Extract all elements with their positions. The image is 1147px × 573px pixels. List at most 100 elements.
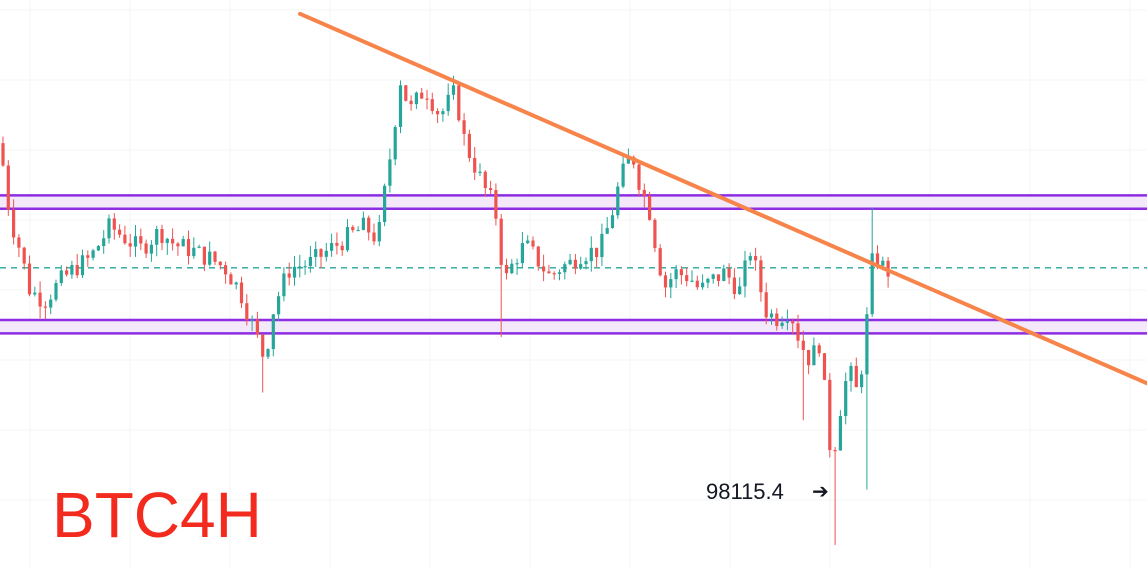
candle-body [441, 111, 445, 115]
candle-body [881, 260, 885, 266]
candle-body [70, 265, 74, 275]
candle-body [526, 240, 530, 244]
candle-body [176, 243, 180, 247]
candle-body [22, 247, 26, 264]
candle-body [277, 296, 281, 315]
chart-title: BTC4H [52, 479, 262, 551]
candle-body [414, 92, 418, 105]
candle-body [404, 85, 408, 101]
candle-body [785, 321, 789, 323]
candle-body [133, 236, 138, 247]
candle-body [181, 239, 185, 247]
candle-body [123, 234, 127, 244]
candle-body [600, 233, 604, 258]
candle-body [595, 247, 599, 258]
candle-body [759, 260, 763, 293]
candle-body [420, 92, 424, 99]
candle-body [27, 263, 32, 295]
candle-body [171, 238, 175, 244]
candle-body [542, 266, 546, 272]
candle-body [796, 323, 800, 341]
candle-body [812, 345, 816, 366]
candle-body [340, 245, 344, 251]
candle-body [245, 303, 249, 320]
candle-body [722, 268, 726, 281]
candle-body [12, 209, 16, 238]
candle-body [579, 264, 583, 269]
candle-body [118, 229, 122, 235]
candle-body [112, 218, 116, 230]
candle-body [393, 127, 397, 160]
candle-body [367, 217, 371, 233]
candle-body [425, 98, 429, 100]
candle-body [669, 279, 673, 288]
candle-body [377, 222, 381, 242]
candle-body [478, 171, 482, 173]
candle-body [557, 272, 562, 274]
candle-body [356, 229, 360, 232]
candle-body [849, 366, 853, 382]
candle-body [589, 247, 593, 262]
candle-body [679, 269, 683, 276]
candle-body [870, 253, 874, 315]
arrow-right-icon: ➔ [812, 479, 829, 503]
candle-body [531, 240, 535, 247]
candle-body [255, 319, 259, 335]
candle-body [250, 319, 254, 321]
candle-body [155, 229, 159, 245]
candle-body [213, 251, 217, 262]
candle-body [208, 251, 212, 265]
candle-body [515, 263, 519, 265]
candle-body [314, 249, 318, 257]
candle-body [303, 266, 307, 268]
candle-body [383, 185, 387, 223]
candle-body [875, 253, 880, 266]
candle-body [17, 237, 21, 248]
candle-body [59, 270, 63, 284]
candle-body [218, 261, 222, 266]
candle-body [716, 274, 721, 281]
candle-body [149, 244, 153, 254]
candle-body [685, 275, 689, 282]
candle-body [605, 227, 609, 234]
candle-body [128, 243, 132, 247]
candle-body [239, 282, 244, 304]
candle-body [573, 259, 577, 269]
candle-body [271, 314, 275, 350]
candle-body [775, 313, 779, 327]
candle-body [563, 264, 567, 273]
candle-body [388, 159, 392, 186]
candle-body [102, 238, 106, 247]
candle-body [822, 353, 827, 380]
candle-body [473, 157, 477, 173]
candle-body [674, 269, 678, 280]
candle-body [144, 243, 148, 254]
candle-body [457, 85, 461, 121]
candle-body [234, 282, 238, 285]
candle-body [107, 218, 111, 239]
candle-body [610, 215, 615, 228]
candle-body [335, 243, 339, 246]
trendlines [298, 11, 1147, 386]
candle-body [854, 366, 858, 388]
candle-body [86, 255, 90, 258]
candle-body [536, 246, 540, 267]
candle-body [197, 246, 201, 248]
candle-body [224, 265, 228, 275]
candle-body [1, 143, 5, 166]
candle-body [308, 256, 312, 267]
candle-body [489, 188, 493, 191]
candle-body [743, 260, 747, 287]
candle-body [186, 239, 191, 257]
candle-body [754, 256, 758, 261]
candle-body [292, 266, 297, 278]
candle-body [769, 313, 774, 318]
candle-body [202, 246, 206, 265]
candle-body [43, 306, 47, 308]
candle-body [361, 217, 365, 230]
candle-body [345, 227, 350, 251]
candle-body [160, 229, 164, 243]
candle-body [838, 416, 842, 451]
